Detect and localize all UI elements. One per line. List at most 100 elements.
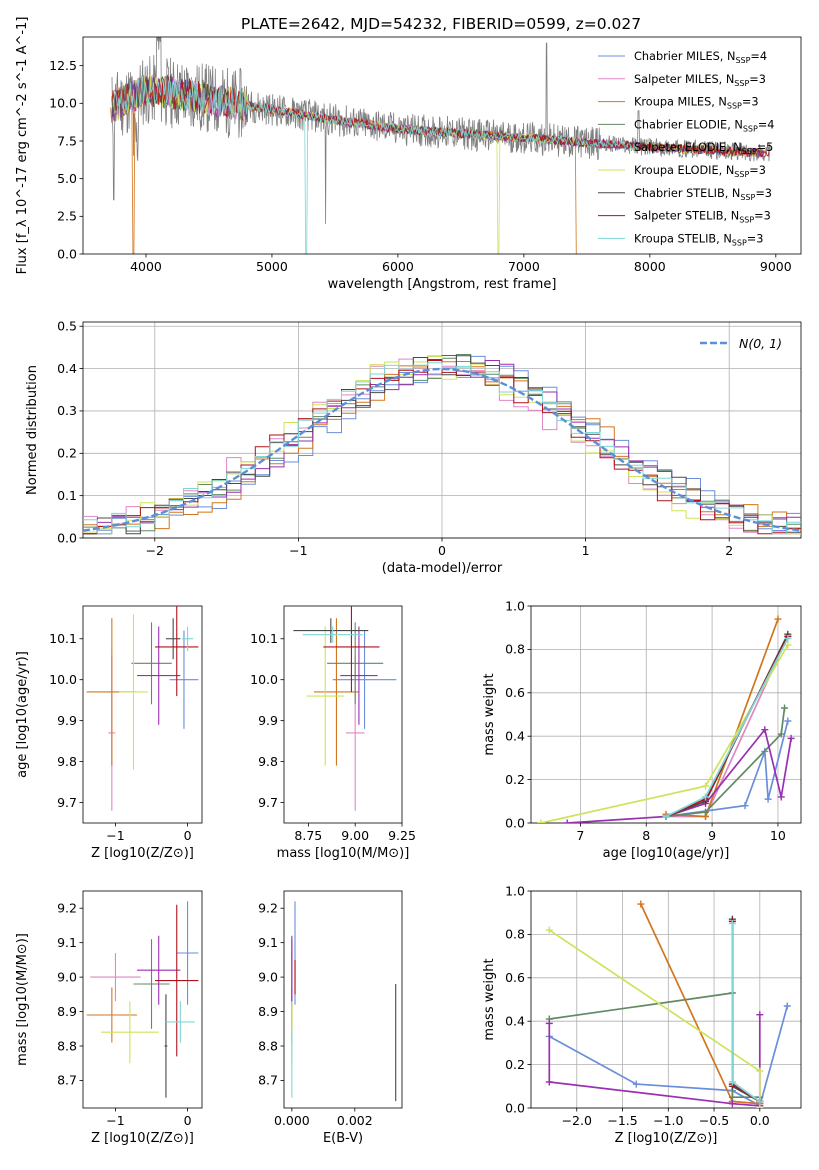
residuals-panel: −2 −1 0 1 2 0.0 0.1 0.2 0.3 0.4 0.5 (data-model)/er… [25,319,802,576]
y-tick-label: 9.2 [57,901,77,916]
x-axis-label: mass [log10(M/M⊙)] [277,846,410,861]
y-tick-label: 10.0 [49,672,77,687]
legend-entry: Kroupa MILES, NSSP=3 [634,96,759,111]
y-tick-label: 10.1 [250,631,278,646]
x-axis-label: Z [log10(Z/Z⊙)] [91,846,194,861]
x-tick-label: 9.25 [388,828,416,843]
weight-series-line [665,707,786,818]
x-tick-label: −1 [106,1113,124,1128]
weight-point [774,615,782,623]
weight-point [761,726,769,734]
weight-point [537,819,545,823]
legend-entry: Salpeter ELODIE, NSSP=5 [634,141,773,156]
x-tick-label: 9000 [760,259,792,274]
weight-point [632,1080,640,1088]
y-tick-label: 8.9 [57,1004,77,1019]
x-tick-label: 2 [725,543,733,558]
weight-point [783,1002,791,1010]
axes-frame [283,605,403,824]
weight-point [662,812,670,820]
x-axis-label: wavelength [Angstrom, rest frame] [328,277,557,292]
x-tick-label: 0 [184,1113,192,1128]
y-tick-label: 8.7 [57,1073,77,1088]
y-tick-label: 10.0 [49,96,77,111]
weight-point [777,730,785,738]
axes-frame [530,605,802,824]
weight-point [728,1093,736,1101]
x-tick-label: −1.5 [607,1113,637,1128]
y-tick-label: 1.0 [505,598,525,613]
weight-point [637,900,645,908]
y-tick-label: 9.9 [57,713,77,728]
legend-entry: N(0, 1) [739,336,782,351]
weight-point [784,641,792,649]
y-axis-label: age [log10(age/yr)] [15,651,30,778]
y-tick-label: 9.8 [258,754,278,769]
normal-curve [83,367,801,532]
weight-point [702,808,710,816]
x-tick-label: 8.75 [294,828,322,843]
spectrum-model-line [112,74,638,254]
y-axis-label: mass [log10(M/M⊙)] [15,933,30,1066]
y-tick-label: 0.4 [505,1014,525,1029]
y-axis-label: Normed distribution [25,365,40,495]
x-tick-label: −1.0 [653,1113,683,1128]
weight-point [545,1078,553,1086]
spectrum-legend: Chabrier MILES, NSSP=4 Salpeter MILES, NS… [598,50,774,247]
y-tick-label: 9.0 [258,969,278,984]
figure-title: PLATE=2642, MJD=54232, FIBERID=0599, z=0… [241,15,641,33]
legend-entry: Chabrier STELIB, NSSP=3 [634,187,772,202]
legend-entry: Chabrier ELODIE, NSSP=4 [634,118,774,133]
x-tick-label: 7000 [508,259,540,274]
x-tick-label: 0 [438,543,446,558]
y-tick-label: 5.0 [57,171,77,186]
y-tick-label: 7.5 [57,133,77,148]
legend-entry: Chabrier MILES, NSSP=4 [634,50,767,65]
y-tick-label: 8.8 [57,1038,77,1053]
x-tick-label: 0.002 [337,1113,373,1128]
x-axis-label: age [log10(age/yr)] [603,846,730,861]
y-tick-label: 2.5 [57,209,77,224]
y-tick-label: 0.2 [505,772,525,787]
y-tick-label: 0.3 [57,403,77,418]
y-tick-label: 0.6 [505,685,525,700]
axes-frame [283,890,403,1109]
mass-vs-Z-panel: −1 0 8.7 8.8 8.9 9.0 9.1 9.2 Z [log10(Z/Z⊙)] mass… [15,890,203,1146]
x-tick-label: 0 [184,828,192,843]
weight-point [781,704,789,712]
weight-point [784,717,792,725]
x-tick-label: 9.00 [341,828,369,843]
y-tick-label: 9.8 [57,754,77,769]
y-tick-label: 9.2 [258,901,278,916]
legend-entry: Kroupa ELODIE, NSSP=3 [634,164,766,179]
x-axis-label: Z [log10(Z/Z⊙)] [615,1131,718,1146]
weight-point [756,1011,764,1019]
y-tick-label: 0.0 [57,246,77,261]
x-tick-label: 1 [582,543,590,558]
axes-frame [82,605,203,824]
x-tick-label: 6000 [382,259,414,274]
y-tick-label: 10.1 [49,631,77,646]
y-tick-label: 8.8 [258,1038,278,1053]
y-tick-label: 0.1 [57,488,77,503]
weight-point [741,802,749,810]
x-tick-label: 4000 [130,259,162,274]
x-axis-label: Z [log10(Z/Z⊙)] [91,1131,194,1146]
legend-entry: Salpeter MILES, NSSP=3 [634,73,766,88]
y-tick-label: 0.8 [505,927,525,942]
x-tick-label: 0.000 [274,1113,310,1128]
weight-vs-age-panel: 7 8 9 10 0.0 0.2 0.4 0.6 0.8 1.0 age [log10(age/yr… [482,598,802,861]
y-tick-label: 0.6 [505,970,525,985]
y-tick-label: 1.0 [505,883,525,898]
axes-frame [82,321,802,539]
axes-frame [530,890,802,1109]
axes-frame [82,890,203,1109]
y-tick-label: 9.1 [258,935,278,950]
x-tick-label: −2.0 [562,1113,592,1128]
weight-point [777,793,785,801]
weight-point [784,635,792,643]
x-tick-label: −2 [146,543,164,558]
y-tick-label: 9.7 [57,795,77,810]
y-tick-label: 10.0 [250,672,278,687]
